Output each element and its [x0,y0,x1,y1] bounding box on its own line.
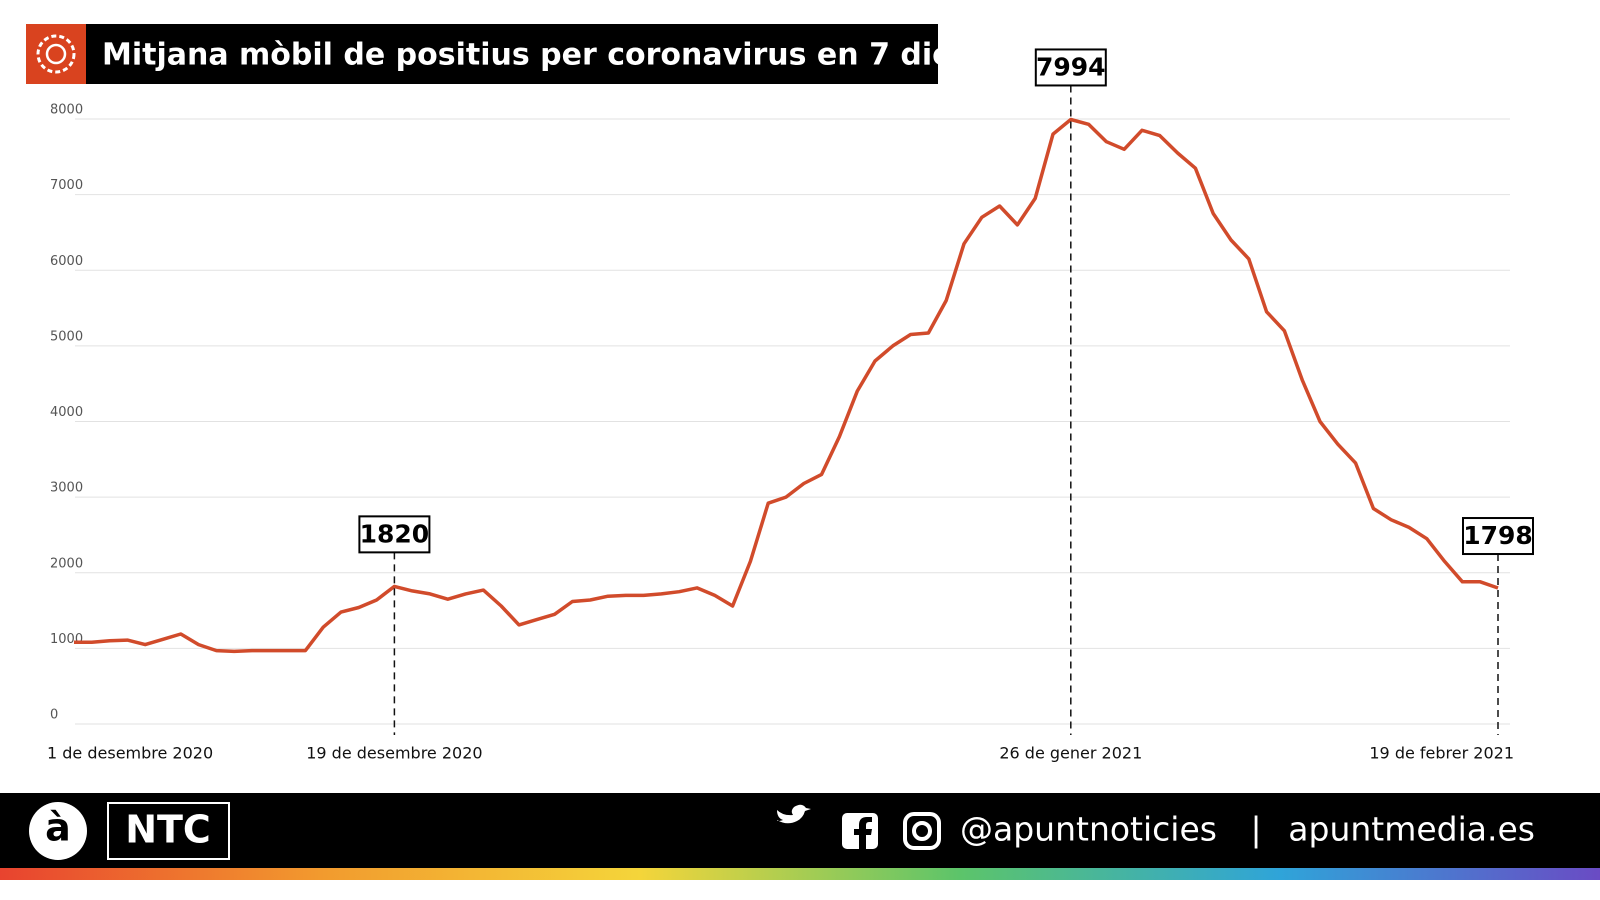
brand-box [107,802,230,860]
data-line [74,117,1499,654]
value-label-box [1034,48,1107,87]
x-tick-label: 19 de febrer 2021 [1369,744,1514,763]
y-tick-label: 5000 [50,329,83,344]
x-tick-label: 26 de gener 2021 [999,744,1142,763]
value-label-box [1462,517,1534,556]
title-box [26,24,938,84]
site: apuntmedia.es [1288,810,1535,849]
value-label: 1798 [1463,521,1533,550]
y-tick-label: 6000 [50,254,83,269]
virus-icon-core [45,43,67,65]
facebook-f [854,817,872,849]
instagram-lens [912,821,932,841]
separator: | [1250,810,1261,849]
handle: @apuntnoticies [960,810,1217,849]
virus-icon [36,34,76,74]
x-tick-label: 19 de desembre 2020 [306,744,482,763]
plot-area: 0 1000 2000 3000 4000 5000 6000 7000 8000 1 de de… [47,48,1534,763]
value-label-box [358,515,431,554]
title-icon [26,24,86,84]
twitter-icon [777,804,811,824]
value-label: 7994 [1036,52,1106,81]
rainbow-strip [0,868,1600,880]
logo-circle [29,802,87,860]
instagram-icon [903,812,941,850]
y-tick-label: 0 [50,708,58,723]
y-tick-label: 4000 [50,405,83,420]
logo: à [45,806,71,850]
x-tick-label: 1 de desembre 2020 [47,744,213,763]
brand: NTC [125,808,211,852]
y-tick-label: 7000 [50,178,83,193]
y-tick-label: 8000 [50,103,83,118]
y-tick-label: 1000 [50,632,83,647]
value-label: 1820 [360,519,430,548]
chart-title: Mitjana mòbil de positius per coronaviru… [102,38,970,73]
y-tick-label: 3000 [50,481,83,496]
y-tick-label: 2000 [50,556,83,571]
